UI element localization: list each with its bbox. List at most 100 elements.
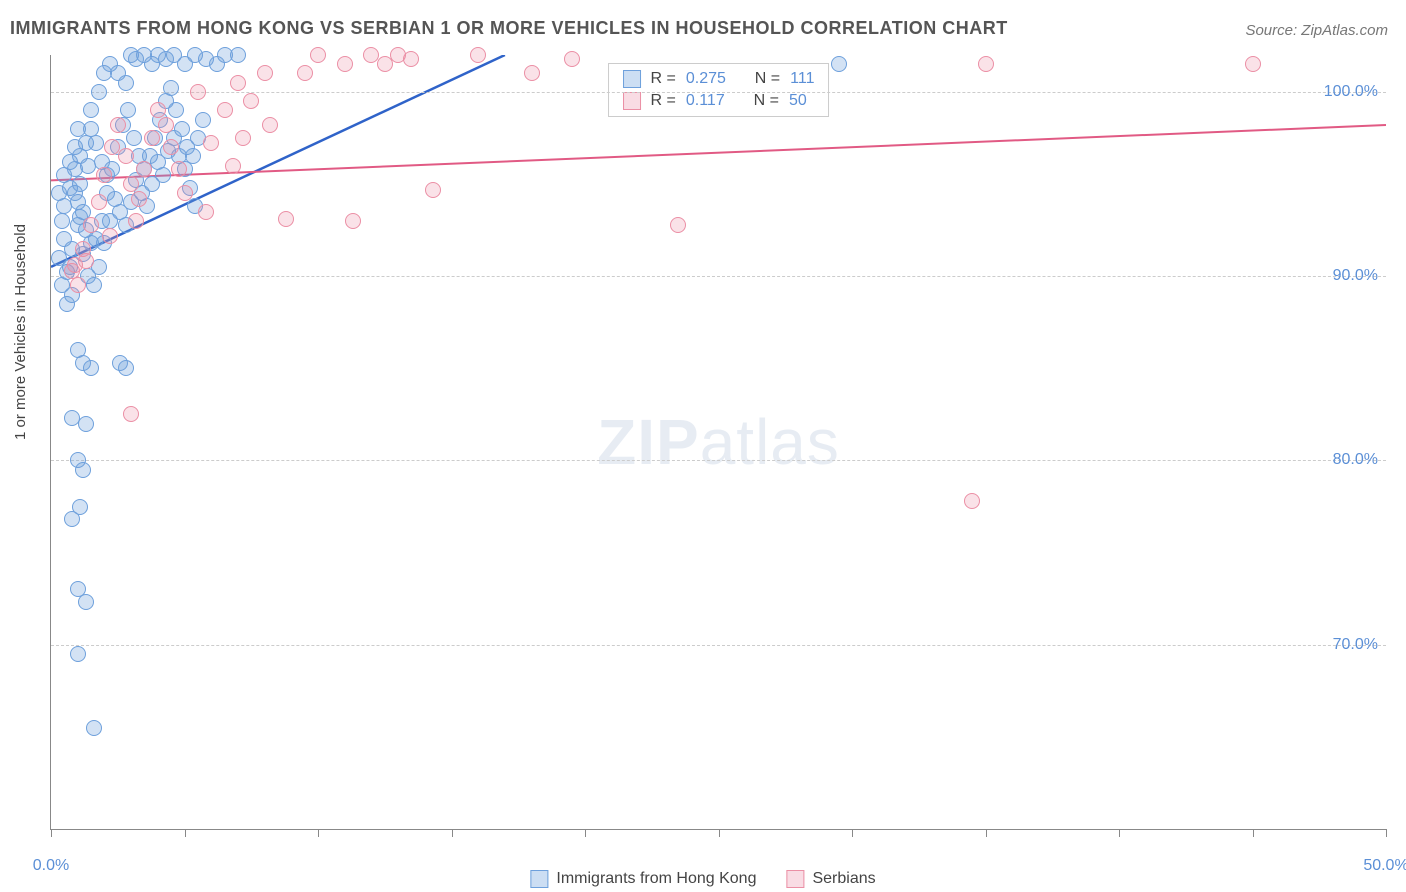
x-tick: [719, 829, 720, 837]
scatter-point: [64, 511, 80, 527]
scatter-point: [177, 185, 193, 201]
scatter-point: [524, 65, 540, 81]
scatter-point: [83, 102, 99, 118]
x-tick-label: 0.0%: [33, 857, 69, 875]
scatter-point: [83, 217, 99, 233]
legend-b-r-label: R =: [651, 92, 676, 110]
trend-line: [51, 125, 1386, 180]
scatter-point: [118, 360, 134, 376]
scatter-point: [230, 47, 246, 63]
legend-a-n-label: N =: [755, 70, 780, 88]
scatter-point: [91, 194, 107, 210]
scatter-point: [150, 102, 166, 118]
y-tick-label: 90.0%: [1308, 267, 1378, 285]
swatch-a-icon: [623, 70, 641, 88]
legend-item-a: Immigrants from Hong Kong: [530, 870, 756, 888]
legend-b-label: Serbians: [812, 870, 875, 888]
scatter-point: [136, 161, 152, 177]
scatter-point: [168, 102, 184, 118]
legend-b-r-value: 0.117: [686, 92, 725, 110]
legend-row-b: R = 0.117 N = 50: [623, 92, 815, 110]
scatter-point: [345, 213, 361, 229]
legend-a-n-value: 111: [790, 70, 814, 88]
x-tick: [986, 829, 987, 837]
scatter-point: [54, 213, 70, 229]
legend-b-n-label: N =: [754, 92, 779, 110]
scatter-point: [470, 47, 486, 63]
scatter-point: [91, 84, 107, 100]
scatter-point: [78, 594, 94, 610]
x-tick-label: 50.0%: [1363, 857, 1406, 875]
x-tick: [1253, 829, 1254, 837]
legend-a-label: Immigrants from Hong Kong: [556, 870, 756, 888]
scatter-point: [118, 75, 134, 91]
y-tick-label: 70.0%: [1308, 636, 1378, 654]
legend-b-n-value: 50: [789, 92, 807, 110]
scatter-point: [86, 277, 102, 293]
scatter-point: [235, 130, 251, 146]
scatter-point: [230, 75, 246, 91]
x-tick: [185, 829, 186, 837]
scatter-point: [203, 135, 219, 151]
scatter-point: [163, 80, 179, 96]
scatter-point: [158, 117, 174, 133]
legend-series: Immigrants from Hong Kong Serbians: [530, 870, 875, 888]
scatter-point: [278, 211, 294, 227]
grid-line: [51, 460, 1386, 461]
legend-item-b: Serbians: [786, 870, 875, 888]
legend-a-r-label: R =: [651, 70, 676, 88]
grid-line: [51, 276, 1386, 277]
legend-row-a: R = 0.275 N = 111: [623, 70, 815, 88]
scatter-point: [257, 65, 273, 81]
swatch-a-icon: [530, 870, 548, 888]
scatter-point: [83, 360, 99, 376]
trend-svg-overlay: [51, 55, 1386, 829]
scatter-point: [123, 406, 139, 422]
scatter-point: [198, 204, 214, 220]
scatter-point: [217, 102, 233, 118]
scatter-point: [163, 139, 179, 155]
scatter-point: [70, 277, 86, 293]
scatter-point: [83, 121, 99, 137]
scatter-point: [978, 56, 994, 72]
scatter-point: [78, 253, 94, 269]
scatter-point: [110, 117, 126, 133]
scatter-point: [64, 410, 80, 426]
scatter-point: [155, 167, 171, 183]
scatter-point: [564, 51, 580, 67]
scatter-point: [75, 462, 91, 478]
plot-area: ZIPatlas R = 0.275 N = 111 R = 0.117 N =…: [50, 55, 1386, 830]
scatter-point: [128, 213, 144, 229]
legend-correlation-box: R = 0.275 N = 111 R = 0.117 N = 50: [608, 63, 830, 117]
scatter-point: [118, 148, 134, 164]
swatch-b-icon: [786, 870, 804, 888]
x-tick: [585, 829, 586, 837]
scatter-point: [1245, 56, 1261, 72]
scatter-point: [425, 182, 441, 198]
scatter-point: [670, 217, 686, 233]
legend-a-r-value: 0.275: [686, 70, 726, 88]
swatch-b-icon: [623, 92, 641, 110]
scatter-point: [126, 130, 142, 146]
scatter-point: [225, 158, 241, 174]
y-tick-label: 100.0%: [1308, 83, 1378, 101]
x-tick: [1386, 829, 1387, 837]
y-tick-label: 80.0%: [1308, 451, 1378, 469]
x-tick: [318, 829, 319, 837]
y-axis-title: 1 or more Vehicles in Household: [12, 224, 29, 440]
scatter-point: [88, 135, 104, 151]
scatter-point: [243, 93, 259, 109]
scatter-point: [102, 228, 118, 244]
scatter-point: [297, 65, 313, 81]
scatter-point: [403, 51, 419, 67]
chart-title: IMMIGRANTS FROM HONG KONG VS SERBIAN 1 O…: [10, 18, 1008, 39]
x-tick: [1119, 829, 1120, 837]
scatter-point: [86, 720, 102, 736]
grid-line: [51, 645, 1386, 646]
scatter-point: [964, 493, 980, 509]
scatter-point: [56, 198, 72, 214]
scatter-point: [144, 130, 160, 146]
watermark: ZIPatlas: [597, 405, 840, 479]
scatter-point: [120, 102, 136, 118]
scatter-point: [310, 47, 326, 63]
